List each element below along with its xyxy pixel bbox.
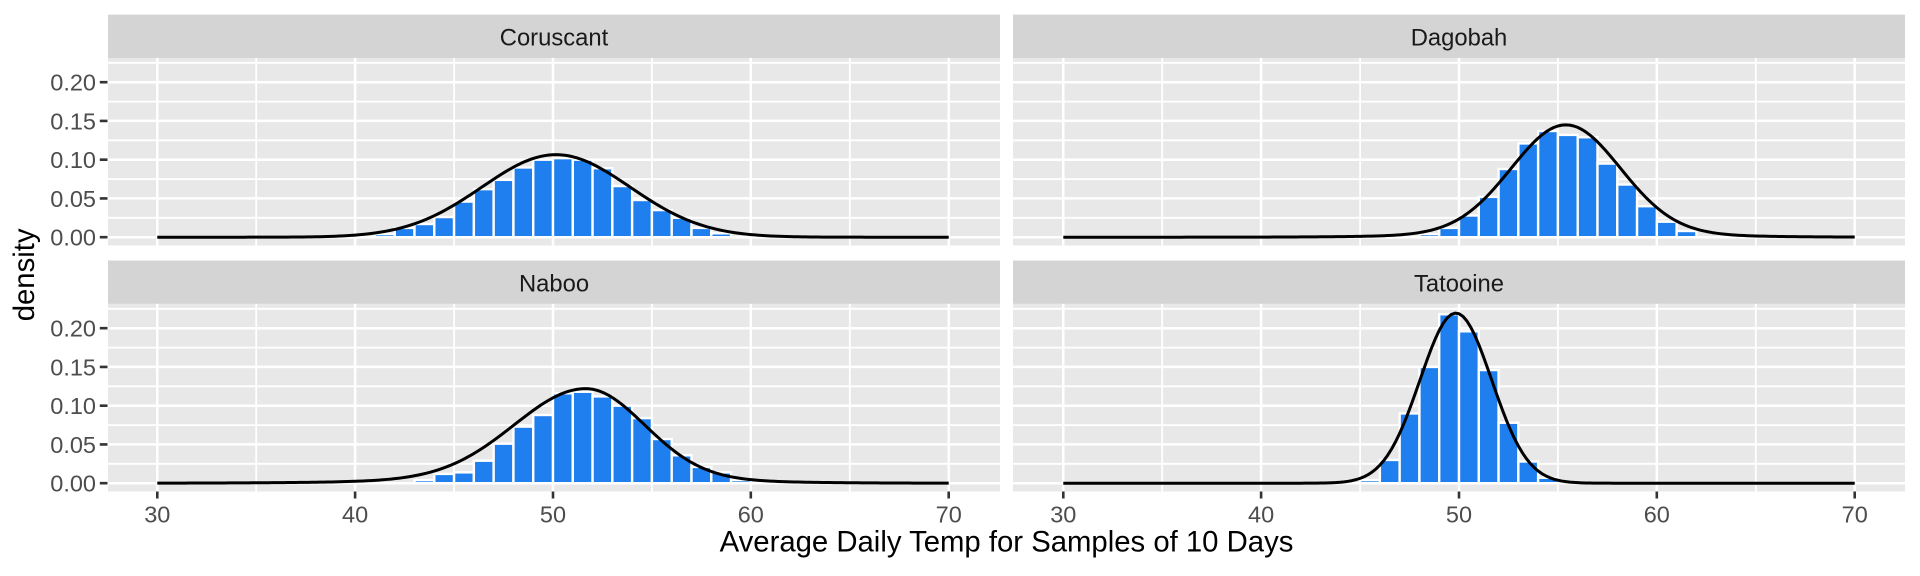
svg-text:Average Daily Temp for Samples: Average Daily Temp for Samples of 10 Day… [720, 526, 1294, 559]
svg-text:30: 30 [1050, 502, 1076, 528]
svg-text:Coruscant: Coruscant [500, 25, 609, 52]
svg-text:Naboo: Naboo [519, 271, 589, 298]
svg-text:40: 40 [342, 502, 368, 528]
svg-text:Dagobah: Dagobah [1411, 25, 1508, 52]
svg-text:0.15: 0.15 [50, 354, 96, 380]
svg-text:0.05: 0.05 [50, 432, 96, 458]
svg-text:0.00: 0.00 [50, 225, 96, 251]
svg-text:0.00: 0.00 [50, 471, 96, 497]
svg-text:50: 50 [540, 502, 566, 528]
svg-text:0.20: 0.20 [50, 316, 96, 342]
svg-text:60: 60 [738, 502, 764, 528]
svg-text:40: 40 [1248, 502, 1274, 528]
svg-text:0.15: 0.15 [50, 108, 96, 134]
svg-text:0.20: 0.20 [50, 70, 96, 96]
svg-text:30: 30 [144, 502, 170, 528]
svg-text:50: 50 [1446, 502, 1472, 528]
svg-text:70: 70 [1842, 502, 1868, 528]
svg-text:70: 70 [936, 502, 962, 528]
svg-text:Tatooine: Tatooine [1414, 271, 1504, 298]
svg-text:0.05: 0.05 [50, 186, 96, 212]
svg-text:0.10: 0.10 [50, 393, 96, 419]
svg-text:density: density [8, 228, 41, 321]
svg-text:0.10: 0.10 [50, 147, 96, 173]
svg-text:60: 60 [1644, 502, 1670, 528]
